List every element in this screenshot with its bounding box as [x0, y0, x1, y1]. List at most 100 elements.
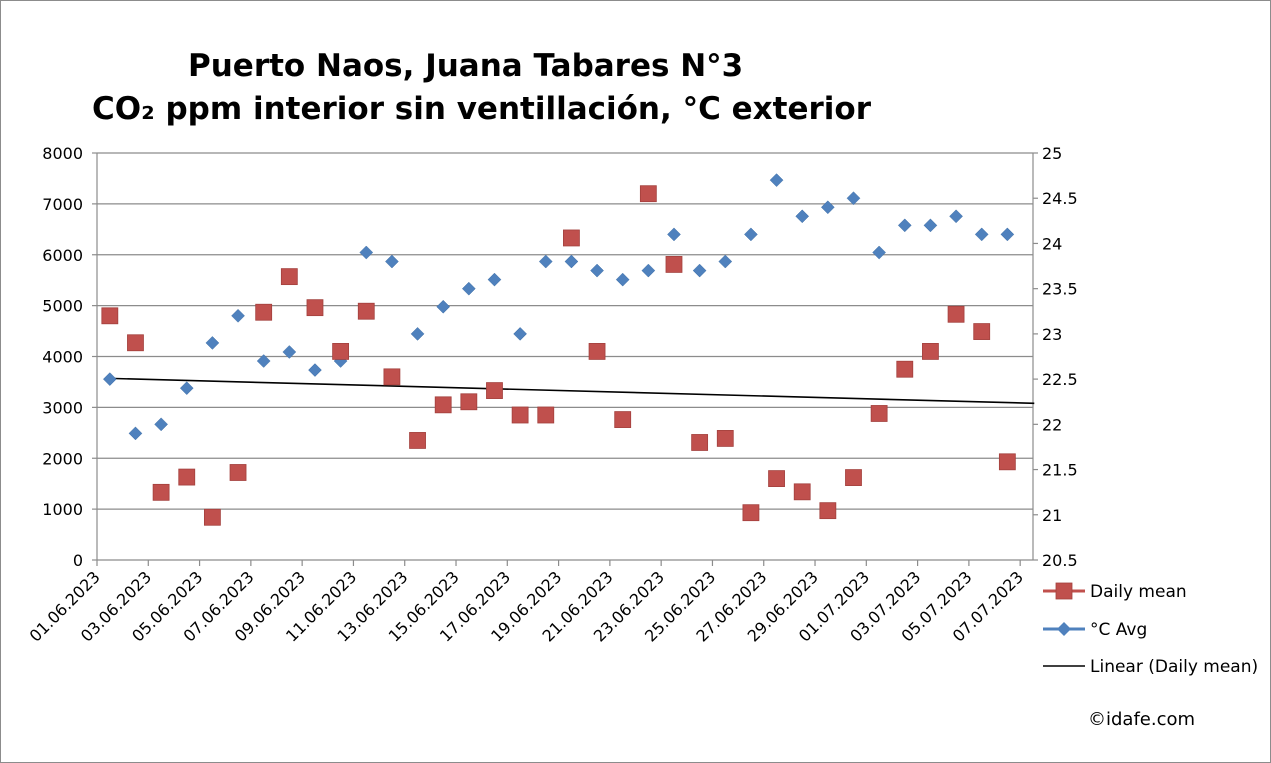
daily-mean-point	[845, 469, 862, 486]
temperature-point	[385, 254, 399, 269]
temperature-point	[1000, 227, 1015, 242]
daily-mean-point	[434, 396, 452, 414]
temperature-point	[359, 245, 374, 260]
temperature-point	[923, 218, 938, 233]
daily-mean-point	[127, 334, 144, 352]
right-tick-label: 23.5	[1042, 280, 1078, 299]
daily-mean-point	[870, 405, 888, 422]
left-tick-label: 0	[73, 551, 83, 570]
series-daily-mean	[101, 185, 1016, 526]
temperature-point	[820, 200, 835, 215]
temperature-point	[205, 336, 220, 350]
chart-title: Puerto Naos, Juana Tabares N°3	[188, 48, 744, 84]
daily-mean-point	[357, 302, 375, 320]
daily-mean-point	[460, 393, 478, 411]
daily-mean-point	[691, 434, 709, 451]
daily-mean-point	[614, 411, 632, 428]
legend-trendline-label: Linear (Daily mean)	[1090, 657, 1258, 677]
x-axis-ticks: 01.06.202303.06.202305.06.202307.06.2023…	[26, 560, 1027, 646]
daily-mean-point	[896, 360, 914, 378]
daily-mean-point	[537, 406, 555, 424]
right-tick-label: 20.5	[1042, 551, 1078, 570]
legend-temperature-label: °C Avg	[1090, 620, 1147, 640]
daily-mean-point	[332, 343, 350, 360]
trendline-line	[109, 377, 1035, 405]
temperature-point	[128, 426, 143, 441]
temperature-point	[615, 272, 630, 287]
daily-mean-point	[255, 303, 273, 321]
temperature-point	[897, 218, 912, 233]
left-tick-label: 4000	[42, 348, 83, 367]
legend-temperature-marker	[1057, 622, 1071, 636]
right-axis-ticks: 20.5 21 21.5 22 22.5 23 23.5 24 24.5 25	[1033, 144, 1078, 570]
daily-mean-point	[665, 256, 683, 273]
daily-mean-point	[229, 464, 247, 481]
temperature-point	[795, 209, 810, 224]
right-tick-label: 22.5	[1042, 370, 1078, 389]
gridlines	[97, 152, 1033, 510]
right-tick-label: 24	[1042, 234, 1062, 253]
left-tick-label: 1000	[42, 500, 83, 519]
temperature-point	[436, 299, 451, 314]
daily-mean-point	[152, 483, 170, 501]
temperature-point	[974, 227, 989, 242]
temperature-point	[513, 327, 527, 341]
daily-mean-point	[280, 268, 298, 286]
series-temperature	[102, 173, 1015, 441]
temperature-point	[256, 354, 271, 368]
daily-mean-point	[409, 432, 426, 449]
daily-mean-point	[511, 406, 529, 424]
temperature-point	[744, 227, 758, 242]
legend-daily-mean-label: Daily mean	[1090, 582, 1187, 602]
temperature-point	[667, 227, 681, 242]
temperature-point	[590, 263, 604, 278]
left-tick-label: 3000	[42, 398, 83, 417]
daily-mean-point	[203, 508, 221, 526]
daily-mean-point	[742, 504, 760, 522]
temperature-point	[718, 254, 733, 269]
daily-mean-point	[973, 323, 991, 340]
left-tick-label: 8000	[42, 144, 83, 163]
temperature-point	[487, 272, 502, 287]
right-tick-label: 23	[1042, 325, 1062, 344]
right-tick-label: 21	[1042, 506, 1062, 525]
left-tick-label: 6000	[42, 246, 83, 265]
daily-mean-point	[716, 430, 734, 447]
temperature-point	[231, 308, 245, 323]
temperature-point	[949, 209, 963, 224]
daily-mean-point	[383, 368, 401, 386]
temperature-point	[308, 363, 322, 377]
left-tick-label: 7000	[42, 195, 83, 214]
temperature-point	[641, 263, 656, 278]
temperature-point	[461, 281, 476, 296]
left-tick-label: 2000	[42, 449, 83, 468]
temperature-point	[846, 191, 861, 206]
left-axis-ticks: 0 1000 2000 3000 4000 5000 6000 7000 8000	[42, 144, 97, 570]
temperature-point	[872, 245, 886, 260]
daily-mean-point	[768, 470, 785, 488]
daily-mean-point	[306, 299, 324, 317]
daily-mean-point	[639, 185, 657, 203]
daily-mean-point	[486, 382, 503, 399]
left-tick-label: 5000	[42, 297, 83, 316]
daily-mean-point	[998, 453, 1016, 471]
copyright-text: ©idafe.com	[1088, 709, 1196, 730]
temperature-point	[564, 254, 579, 269]
temperature-point	[282, 345, 297, 359]
temperature-point	[179, 381, 194, 396]
temperature-point	[102, 372, 117, 386]
daily-mean-point	[563, 229, 580, 247]
right-tick-label: 24.5	[1042, 189, 1078, 208]
daily-mean-point	[819, 502, 837, 520]
chart-subtitle: CO₂ ppm interior sin ventillación, °C ex…	[92, 91, 871, 127]
daily-mean-point	[101, 307, 119, 325]
temperature-point	[769, 173, 784, 187]
right-tick-label: 22	[1042, 415, 1062, 434]
daily-mean-point	[588, 343, 606, 360]
daily-mean-point	[947, 305, 965, 323]
daily-mean-point	[178, 468, 196, 486]
temperature-point	[410, 327, 425, 341]
daily-mean-point	[793, 483, 811, 501]
temperature-point	[692, 263, 707, 278]
